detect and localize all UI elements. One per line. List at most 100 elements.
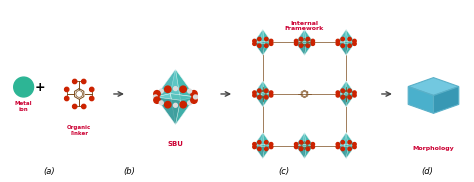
Circle shape <box>258 37 261 41</box>
Circle shape <box>264 37 268 41</box>
Circle shape <box>180 86 186 92</box>
Circle shape <box>82 79 86 84</box>
Circle shape <box>294 145 298 149</box>
Polygon shape <box>261 133 272 146</box>
Circle shape <box>353 143 356 146</box>
Circle shape <box>336 42 339 46</box>
Polygon shape <box>254 81 265 95</box>
Circle shape <box>159 101 163 105</box>
Polygon shape <box>263 81 272 95</box>
Polygon shape <box>344 133 355 146</box>
Circle shape <box>348 44 351 47</box>
Circle shape <box>294 39 298 43</box>
Polygon shape <box>261 93 272 107</box>
Circle shape <box>341 147 345 151</box>
Circle shape <box>348 89 351 92</box>
Circle shape <box>264 89 268 92</box>
Circle shape <box>311 145 315 149</box>
Circle shape <box>159 89 163 93</box>
Polygon shape <box>261 144 272 159</box>
Circle shape <box>173 103 177 107</box>
Polygon shape <box>346 42 355 55</box>
Circle shape <box>348 147 351 151</box>
Circle shape <box>264 147 268 151</box>
Circle shape <box>191 97 197 103</box>
Polygon shape <box>261 29 272 42</box>
Polygon shape <box>295 42 306 55</box>
Text: (c): (c) <box>279 167 290 176</box>
Circle shape <box>341 141 345 144</box>
Circle shape <box>191 91 197 97</box>
Circle shape <box>306 147 310 151</box>
Circle shape <box>294 42 298 46</box>
Circle shape <box>353 42 356 46</box>
Circle shape <box>336 94 339 97</box>
Polygon shape <box>304 42 313 55</box>
Polygon shape <box>263 94 272 107</box>
Polygon shape <box>254 29 265 44</box>
Circle shape <box>253 94 256 97</box>
Circle shape <box>311 143 315 146</box>
Polygon shape <box>337 41 346 55</box>
Polygon shape <box>344 41 355 55</box>
Polygon shape <box>337 29 346 42</box>
Circle shape <box>164 101 171 108</box>
Circle shape <box>300 141 303 144</box>
Polygon shape <box>302 144 313 159</box>
Circle shape <box>311 39 315 43</box>
Circle shape <box>300 44 303 47</box>
Circle shape <box>264 141 268 144</box>
Circle shape <box>300 147 303 151</box>
Polygon shape <box>346 81 355 95</box>
Circle shape <box>269 39 273 43</box>
Circle shape <box>82 104 86 109</box>
Circle shape <box>341 96 345 99</box>
Polygon shape <box>434 86 459 113</box>
Polygon shape <box>254 81 263 94</box>
Polygon shape <box>254 133 265 147</box>
Circle shape <box>90 96 94 101</box>
Circle shape <box>253 42 256 46</box>
Circle shape <box>269 145 273 149</box>
Circle shape <box>258 96 261 99</box>
Polygon shape <box>261 81 272 94</box>
Text: Internal
Framework: Internal Framework <box>285 21 324 31</box>
Polygon shape <box>263 29 272 44</box>
Polygon shape <box>337 94 348 107</box>
Circle shape <box>336 39 339 43</box>
Polygon shape <box>337 133 348 147</box>
Polygon shape <box>155 97 181 125</box>
Polygon shape <box>295 133 306 147</box>
Polygon shape <box>344 29 355 42</box>
Circle shape <box>258 147 261 151</box>
Circle shape <box>264 96 268 99</box>
Polygon shape <box>295 144 304 159</box>
Circle shape <box>73 79 77 84</box>
Circle shape <box>300 37 303 41</box>
Polygon shape <box>155 94 175 125</box>
Polygon shape <box>254 41 263 55</box>
Polygon shape <box>344 93 355 107</box>
Polygon shape <box>261 41 272 55</box>
Polygon shape <box>337 29 348 44</box>
Polygon shape <box>295 146 306 159</box>
Polygon shape <box>337 81 346 94</box>
Circle shape <box>311 42 315 46</box>
Circle shape <box>341 37 345 41</box>
Polygon shape <box>295 133 304 146</box>
Circle shape <box>258 89 261 92</box>
Circle shape <box>180 101 186 108</box>
Circle shape <box>269 91 273 94</box>
Polygon shape <box>408 86 434 113</box>
Circle shape <box>348 37 351 41</box>
Polygon shape <box>408 78 459 96</box>
Circle shape <box>336 91 339 94</box>
Circle shape <box>253 91 256 94</box>
Polygon shape <box>302 41 313 55</box>
Polygon shape <box>254 94 265 107</box>
Polygon shape <box>346 29 355 44</box>
Text: Morphology: Morphology <box>412 146 455 151</box>
Text: SBU: SBU <box>167 141 183 147</box>
Polygon shape <box>346 94 355 107</box>
Polygon shape <box>346 146 355 159</box>
